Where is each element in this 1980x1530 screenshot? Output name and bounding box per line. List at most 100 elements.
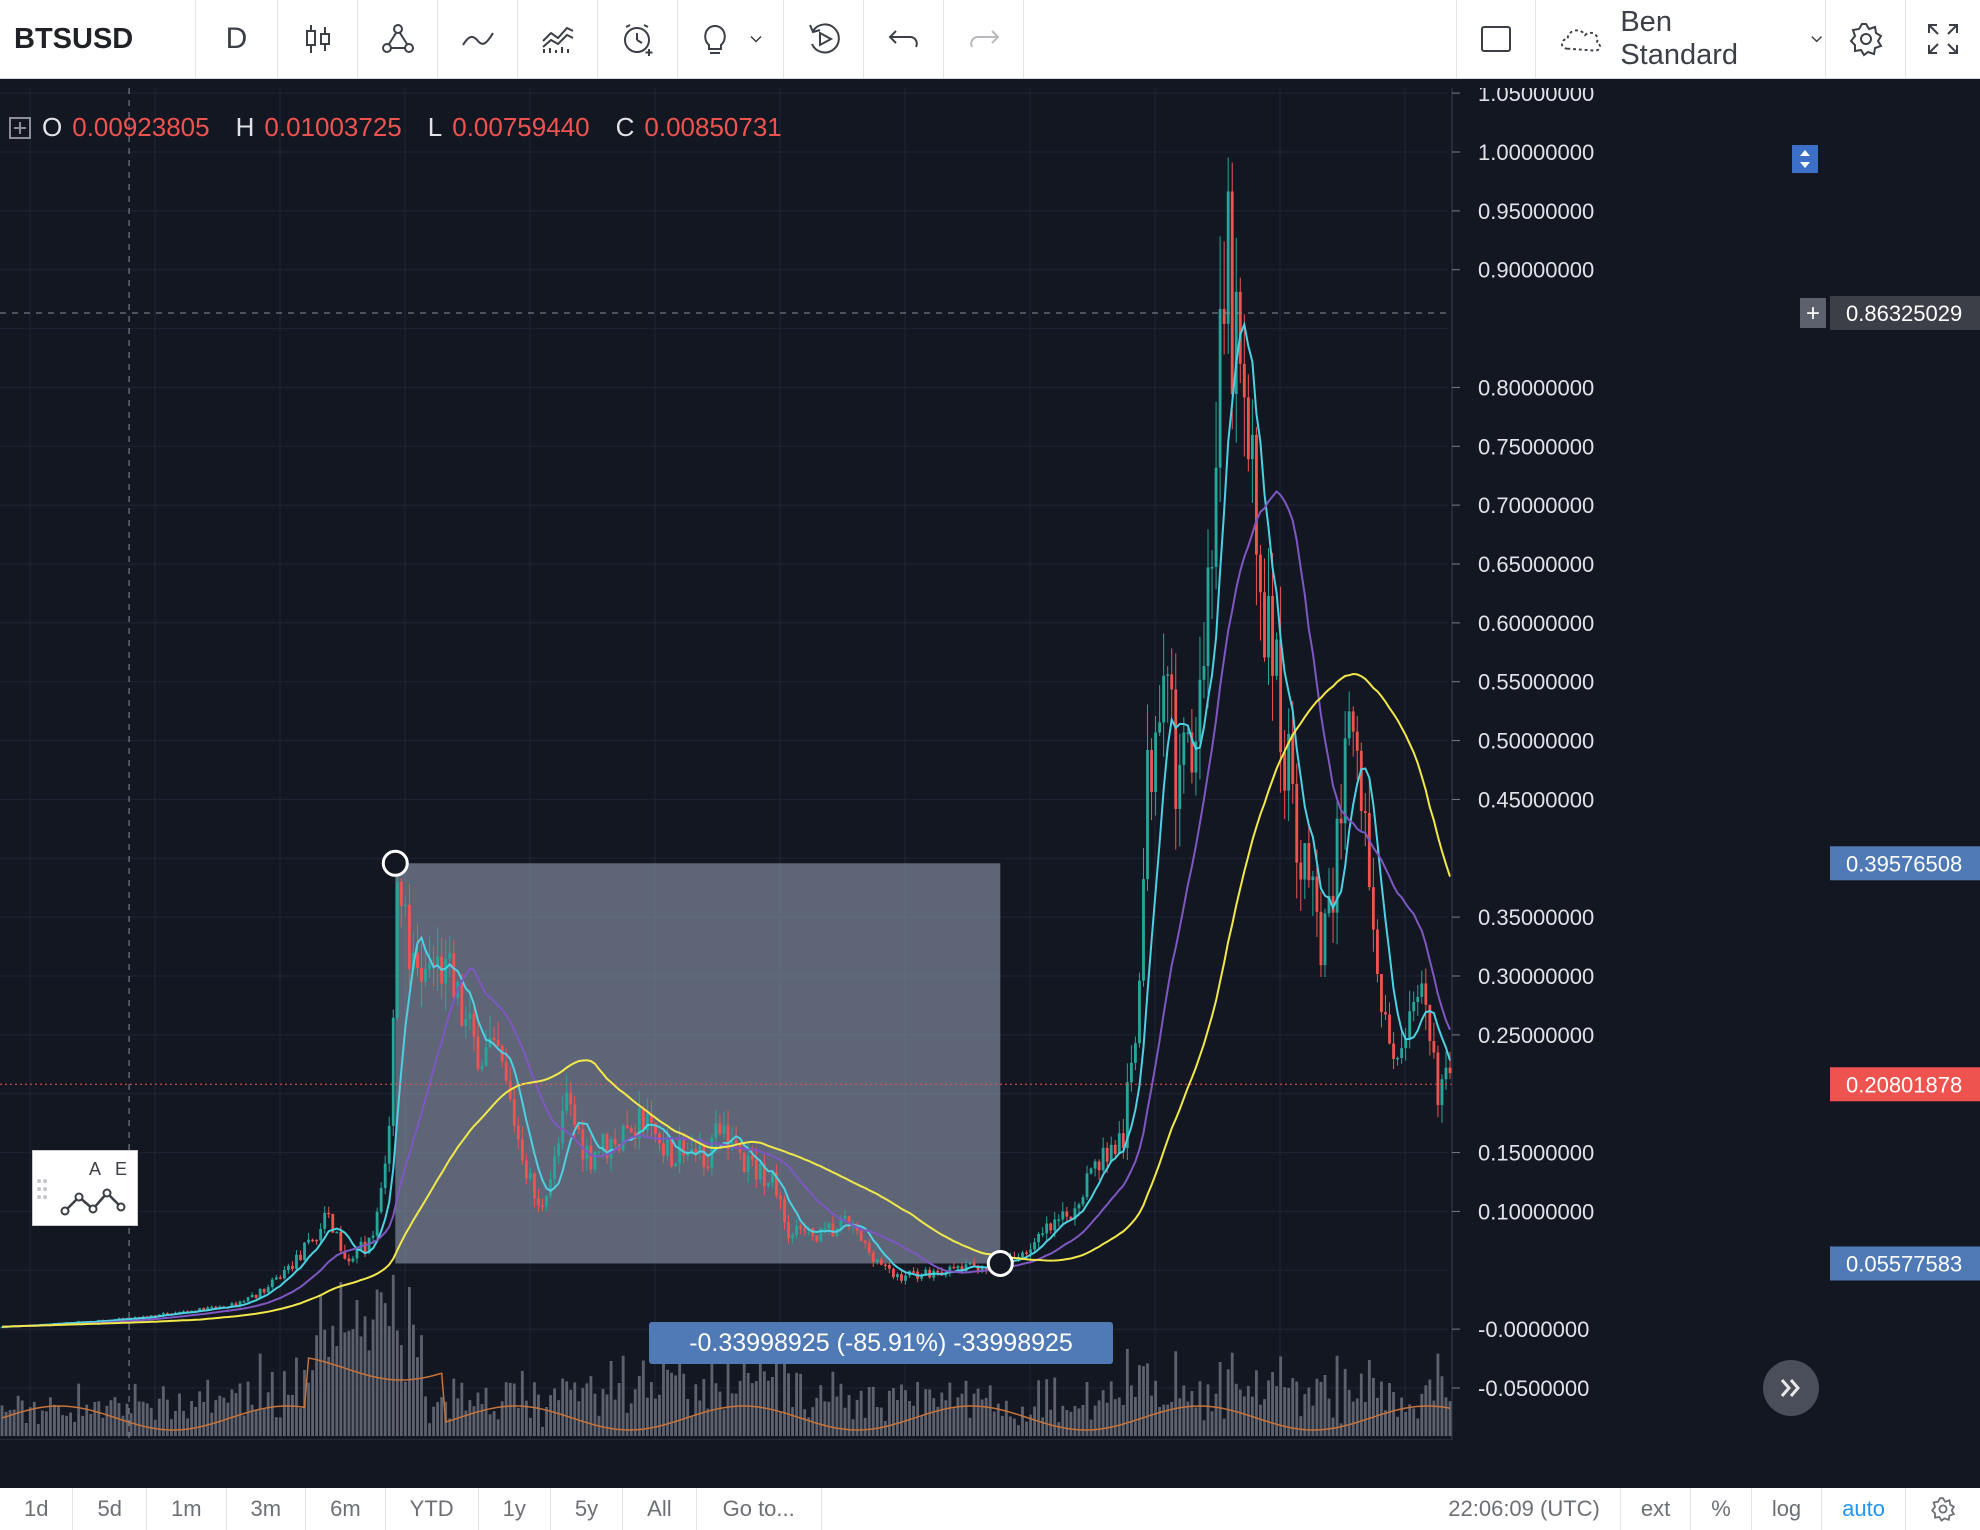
candle-body xyxy=(206,1307,210,1311)
volume-bar xyxy=(286,1394,290,1436)
chart-style-button[interactable] xyxy=(278,0,358,78)
drawing-toolbar-widget[interactable]: A E xyxy=(32,1150,138,1226)
price-axis-background[interactable] xyxy=(1452,88,1980,1440)
candle-body xyxy=(1331,895,1335,913)
volume-bar xyxy=(1335,1355,1339,1436)
scale-mode-button[interactable] xyxy=(1792,145,1818,173)
collapse-legend-icon[interactable] xyxy=(8,116,32,140)
price-chart[interactable]: 1.05000000 1.00000000 0.95000000 0.90000000… xyxy=(0,88,1980,1440)
crosshair-add-button[interactable] xyxy=(1800,297,1826,328)
volume-bar xyxy=(347,1330,351,1436)
range-button-1m[interactable]: 1m xyxy=(147,1488,227,1530)
range-button-5d[interactable]: 5d xyxy=(73,1488,147,1530)
candle-body xyxy=(948,1266,952,1274)
volume-bar xyxy=(1174,1351,1178,1436)
percent-scale-toggle[interactable]: % xyxy=(1691,1488,1752,1530)
measure-start-handle[interactable] xyxy=(381,849,409,877)
candle-body xyxy=(1214,467,1218,568)
candle-body xyxy=(1109,1144,1113,1162)
volume-bar xyxy=(625,1412,629,1436)
drag-handle-icon[interactable] xyxy=(33,1151,49,1227)
volume-bar xyxy=(1271,1371,1274,1436)
range-button-1y[interactable]: 1y xyxy=(479,1488,551,1530)
range-button-ytd[interactable]: YTD xyxy=(386,1488,479,1530)
strategy-button[interactable] xyxy=(518,0,598,78)
range-button-6m[interactable]: 6m xyxy=(306,1488,386,1530)
volume-bar xyxy=(1218,1362,1222,1436)
interval-button[interactable]: D xyxy=(196,0,278,78)
price-tick-label: 0.90000000 xyxy=(1478,258,1594,283)
candle-body xyxy=(859,1230,863,1241)
auto-scale-toggle[interactable]: auto xyxy=(1822,1488,1906,1530)
goto-button[interactable]: Go to... xyxy=(697,1488,822,1530)
candle-body xyxy=(654,1122,657,1134)
compare-button[interactable] xyxy=(358,0,438,78)
volume-bar xyxy=(742,1359,746,1436)
candle-body xyxy=(1186,732,1190,734)
volume-bar xyxy=(976,1388,980,1436)
candle-body xyxy=(589,1145,593,1170)
measure-box[interactable] xyxy=(395,863,1001,1264)
range-button-3m[interactable]: 3m xyxy=(227,1488,307,1530)
candle-body xyxy=(565,1092,569,1111)
ma-50-line xyxy=(1,672,1451,1328)
redo-button[interactable] xyxy=(944,0,1024,78)
gear-icon xyxy=(1930,1497,1956,1522)
symbol-search[interactable]: BTSUSD xyxy=(0,0,196,78)
volume-bar xyxy=(561,1378,565,1436)
volume-bar xyxy=(1371,1377,1375,1436)
clock-label: 22:06:09 (UTC) xyxy=(1428,1488,1621,1530)
candle-body xyxy=(492,1037,496,1041)
range-button-all[interactable]: All xyxy=(623,1488,697,1530)
scroll-to-realtime-button[interactable] xyxy=(1763,1360,1819,1416)
candle-body xyxy=(436,956,440,967)
candle-body xyxy=(1347,711,1351,739)
alert-button[interactable] xyxy=(598,0,678,78)
volume-bar xyxy=(16,1395,20,1436)
volume-bar xyxy=(57,1406,60,1436)
candle-body xyxy=(258,1288,262,1298)
measure-points[interactable] xyxy=(381,849,1014,1277)
volume-bar xyxy=(1339,1423,1343,1436)
range-button-5y[interactable]: 5y xyxy=(551,1488,624,1530)
ext-hours-toggle[interactable]: ext xyxy=(1621,1488,1692,1530)
ideas-button[interactable] xyxy=(678,0,784,78)
settings-button[interactable] xyxy=(1826,0,1906,78)
candle-body xyxy=(319,1228,323,1241)
candle-body xyxy=(1154,732,1157,792)
ohlc-legend: O 0.00923805 H 0.01003725 L 0.00759440 C 0.0… xyxy=(8,112,798,143)
candle-body xyxy=(827,1223,831,1229)
candle-body xyxy=(1315,876,1319,912)
candle-body xyxy=(1295,783,1299,863)
candle-body xyxy=(452,953,456,998)
candle-body xyxy=(524,1160,528,1179)
candle-body xyxy=(1045,1223,1049,1234)
candle-body xyxy=(1133,1043,1137,1063)
volume-bar xyxy=(307,1382,310,1436)
measure-rect[interactable] xyxy=(395,863,1001,1264)
layout-menu[interactable]: Ben Standard xyxy=(1536,0,1826,78)
indicators-button[interactable] xyxy=(438,0,518,78)
volume-bar xyxy=(1412,1408,1416,1436)
volume-bar xyxy=(1444,1397,1448,1436)
volume-bar xyxy=(1065,1409,1069,1436)
select-area-button[interactable] xyxy=(1456,0,1536,78)
price-tick-label: 0.30000000 xyxy=(1478,964,1594,989)
volume-bar xyxy=(1097,1400,1101,1436)
undo-button[interactable] xyxy=(864,0,944,78)
replay-button[interactable] xyxy=(784,0,864,78)
price-axis[interactable]: 1.05000000 1.00000000 0.95000000 0.90000000… xyxy=(1451,88,1980,1440)
volume-bar xyxy=(1279,1356,1283,1436)
price-tick-label: -0.0000000 xyxy=(1478,1317,1589,1342)
fullscreen-button[interactable] xyxy=(1906,0,1980,78)
measure-end-handle[interactable] xyxy=(986,1249,1014,1277)
volume-bar xyxy=(787,1373,790,1436)
candle-body xyxy=(424,969,427,982)
volume-bar xyxy=(49,1397,52,1436)
chart-settings-button[interactable] xyxy=(1906,1488,1980,1530)
log-scale-toggle[interactable]: log xyxy=(1752,1488,1823,1530)
range-button-1d[interactable]: 1d xyxy=(0,1488,74,1530)
volume-bar xyxy=(1396,1416,1399,1436)
volume-bar xyxy=(222,1397,226,1436)
candle-body xyxy=(625,1125,629,1129)
